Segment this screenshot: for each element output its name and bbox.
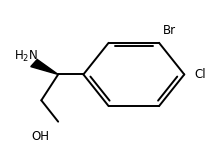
- Text: Br: Br: [163, 24, 176, 37]
- Polygon shape: [31, 60, 58, 74]
- Text: Cl: Cl: [195, 68, 206, 81]
- Text: H$_2$N: H$_2$N: [14, 49, 38, 64]
- Text: OH: OH: [31, 130, 49, 143]
